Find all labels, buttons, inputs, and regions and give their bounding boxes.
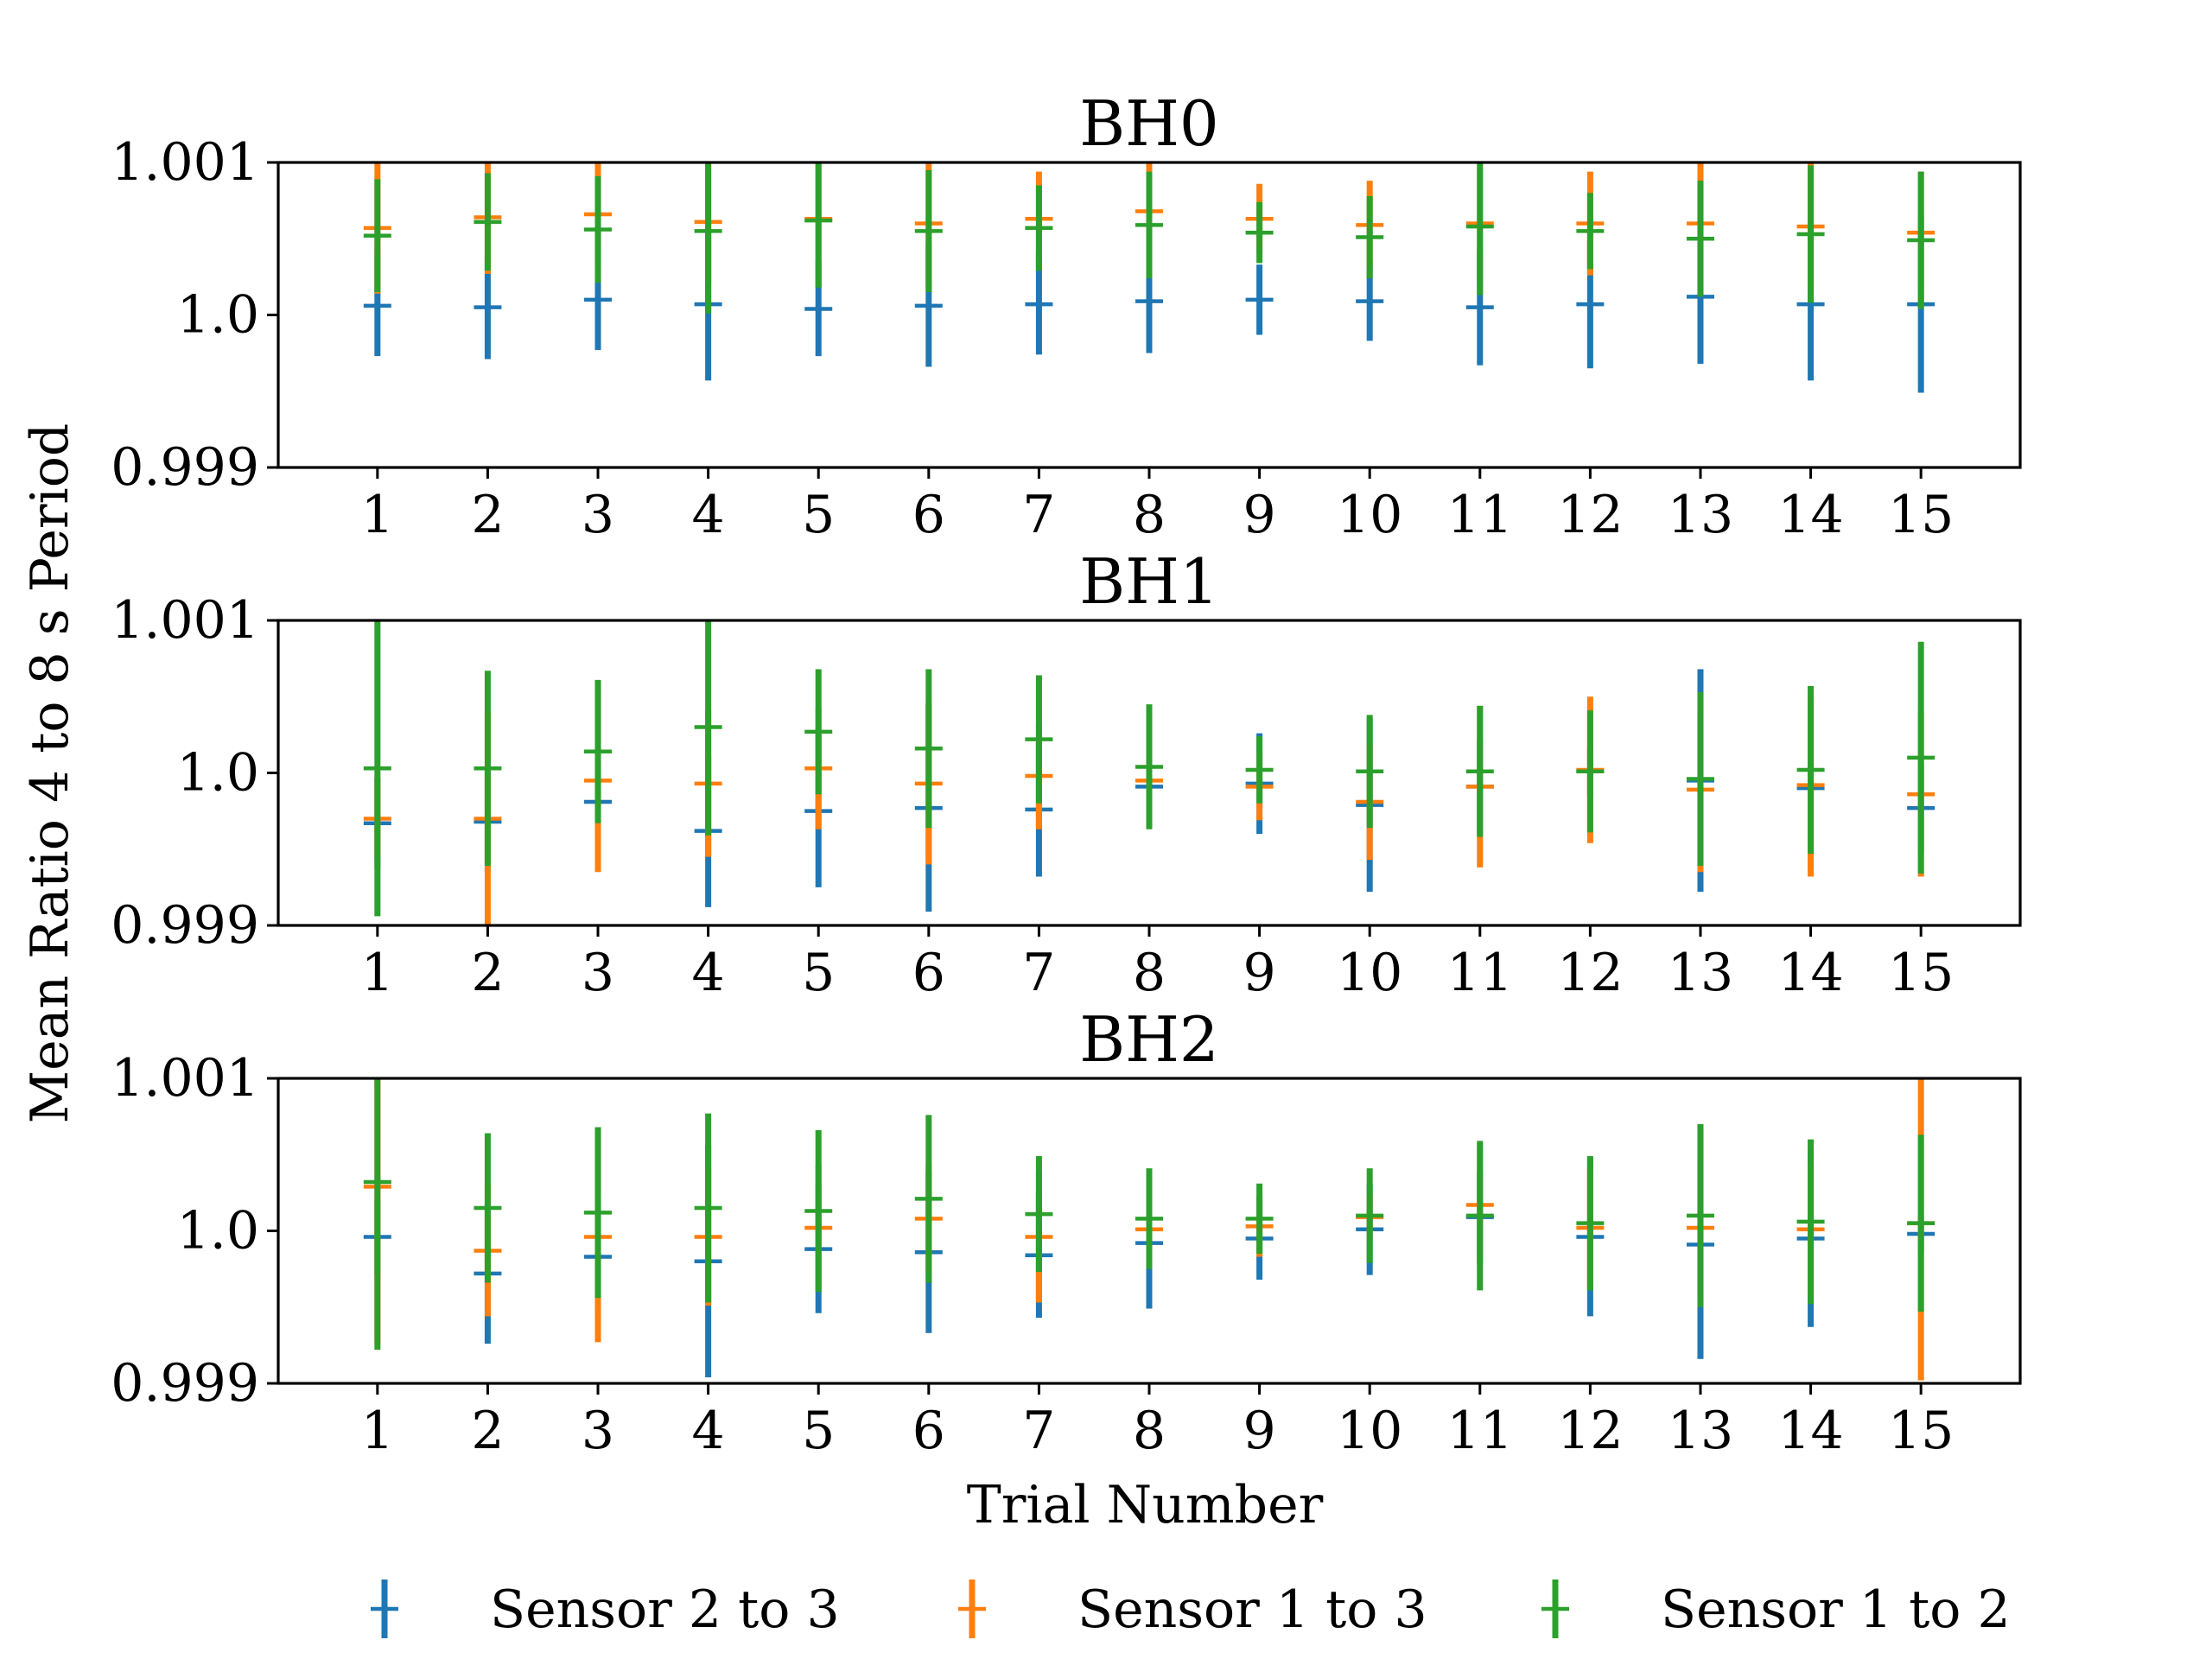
series-sensor-1-to-2	[363, 162, 1936, 314]
x-tick-label: 4	[692, 485, 725, 545]
x-tick-label: 2	[471, 943, 504, 1003]
x-tick-label: 3	[582, 485, 614, 545]
x-tick-label: 7	[1022, 1401, 1055, 1461]
legend: Sensor 2 to 3 Sensor 1 to 3 Sensor 1 to 2	[371, 1580, 2011, 1640]
x-tick-label: 9	[1243, 1401, 1276, 1461]
x-tick-label: 14	[1777, 485, 1843, 545]
y-tick-label: 1.0	[177, 285, 259, 346]
x-tick-label: 5	[802, 1401, 835, 1461]
x-tick-label: 12	[1557, 1401, 1623, 1461]
x-axis-label: Trial Number	[967, 1475, 1324, 1535]
legend-entry: Sensor 1 to 3	[958, 1580, 1427, 1640]
x-tick-label: 13	[1668, 943, 1733, 1003]
x-tick-label: 11	[1447, 485, 1513, 545]
x-tick-label: 10	[1337, 943, 1402, 1003]
panel-title: BH1	[1079, 545, 1219, 618]
x-tick-label: 15	[1888, 943, 1954, 1003]
x-tick-label: 15	[1888, 485, 1954, 545]
x-tick-label: 1	[361, 943, 394, 1003]
x-tick-label: 7	[1022, 943, 1055, 1003]
x-tick-label: 8	[1133, 485, 1166, 545]
series-sensor-1-to-2	[363, 620, 1936, 917]
x-tick-label: 4	[692, 1401, 725, 1461]
x-tick-label: 5	[802, 485, 835, 545]
x-tick-label: 8	[1133, 943, 1166, 1003]
x-tick-label: 6	[912, 1401, 945, 1461]
x-tick-label: 4	[692, 943, 725, 1003]
x-tick-label: 1	[361, 485, 394, 545]
legend-label: Sensor 1 to 2	[1661, 1580, 2011, 1640]
x-tick-label: 9	[1243, 485, 1276, 545]
x-tick-label: 13	[1668, 1401, 1733, 1461]
x-tick-label: 2	[471, 485, 504, 545]
y-tick-label: 0.999	[111, 1353, 259, 1414]
x-tick-label: 6	[912, 943, 945, 1003]
x-tick-label: 11	[1447, 943, 1513, 1003]
legend-entry: Sensor 1 to 2	[1541, 1580, 2011, 1640]
panel-title: BH0	[1079, 87, 1219, 160]
x-tick-label: 12	[1557, 485, 1623, 545]
y-tick-label: 1.001	[111, 1048, 259, 1109]
panel-title: BH2	[1079, 1003, 1219, 1076]
y-tick-label: 1.001	[111, 590, 259, 651]
x-tick-label: 14	[1777, 943, 1843, 1003]
x-tick-label: 13	[1668, 485, 1733, 545]
y-tick-label: 1.0	[177, 743, 259, 804]
legend-label: Sensor 1 to 3	[1077, 1580, 1427, 1640]
y-tick-label: 0.999	[111, 437, 259, 498]
legend-label: Sensor 2 to 3	[490, 1580, 840, 1640]
y-tick-label: 0.999	[111, 895, 259, 956]
x-tick-label: 10	[1337, 1401, 1402, 1461]
x-tick-label: 15	[1888, 1401, 1954, 1461]
y-tick-label: 1.0	[177, 1201, 259, 1262]
x-tick-label: 11	[1447, 1401, 1513, 1461]
x-tick-label: 7	[1022, 485, 1055, 545]
legend-entry: Sensor 2 to 3	[371, 1580, 840, 1640]
x-tick-label: 1	[361, 1401, 394, 1461]
x-tick-label: 10	[1337, 485, 1402, 545]
y-tick-label: 1.001	[111, 132, 259, 193]
y-axis-label: Mean Ratio 4 to 8 s Period	[20, 423, 80, 1124]
x-tick-label: 12	[1557, 943, 1623, 1003]
x-tick-label: 9	[1243, 943, 1276, 1003]
x-tick-label: 3	[582, 943, 614, 1003]
x-tick-label: 3	[582, 1401, 614, 1461]
x-tick-label: 6	[912, 485, 945, 545]
x-tick-label: 8	[1133, 1401, 1166, 1461]
x-tick-label: 2	[471, 1401, 504, 1461]
x-tick-label: 14	[1777, 1401, 1843, 1461]
x-tick-label: 5	[802, 943, 835, 1003]
series-sensor-1-to-2	[363, 1078, 1936, 1351]
